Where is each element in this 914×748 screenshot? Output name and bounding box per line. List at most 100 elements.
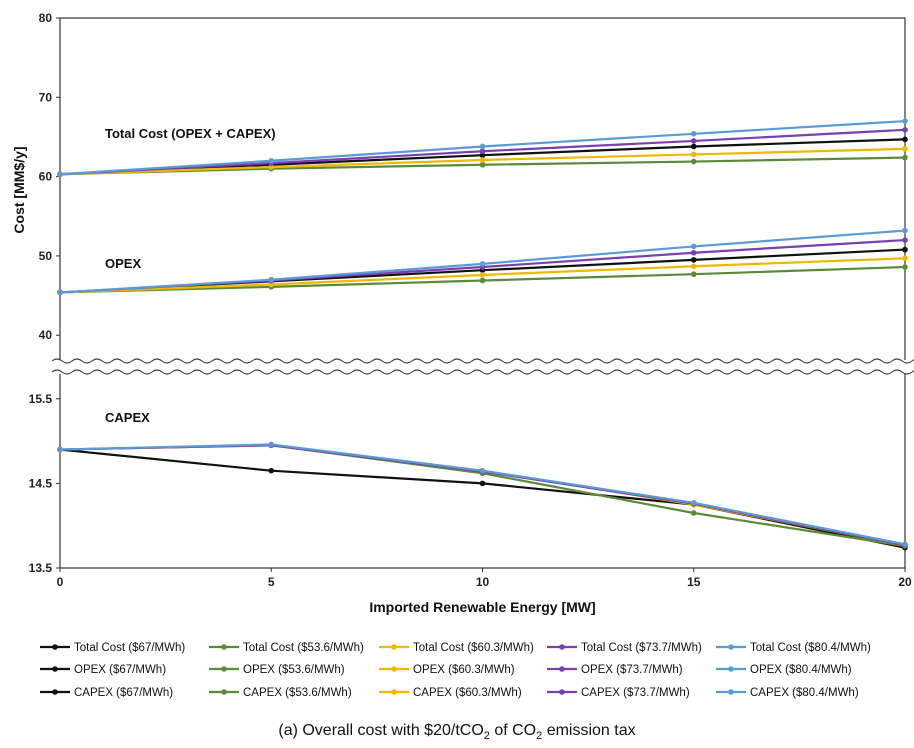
data-point [690,138,697,144]
x-tick-label: 15 [687,575,701,589]
data-point [268,164,275,170]
legend-entry-label: CAPEX ($67/MWh) [74,687,173,699]
legend-entry-label: CAPEX ($73.7/MWh) [581,687,690,699]
x-tick-label: 10 [476,575,490,589]
legend-entry-label: Total Cost ($53.6/MWh) [243,642,364,654]
data-point [690,510,697,516]
legend-swatch-marker [728,644,734,650]
legend-entry-label: CAPEX ($80.4/MWh) [750,687,859,699]
data-point [690,151,697,158]
series-line-10 [59,448,906,549]
data-point [690,130,697,137]
data-point [479,467,486,474]
y-tick-label: 50 [39,249,53,263]
data-point [902,541,908,548]
data-point [479,272,486,278]
data-point [57,446,63,453]
axis-break-line-bottom [51,369,914,375]
caption-subscript-2: 2 [536,730,543,743]
legend-entry-label: CAPEX ($53.6/MWh) [243,687,352,699]
data-point [902,264,908,270]
series-line-13 [59,444,906,547]
y-tick-label: 15.5 [29,392,53,406]
data-point [268,467,275,474]
data-point [902,255,908,262]
data-point [690,249,697,256]
legend-swatch-marker [391,666,397,672]
legend-entry-label: OPEX ($73.7/MWh) [581,664,683,676]
data-point [268,276,275,283]
data-point [690,257,697,263]
data-point [902,146,908,152]
y-tick-label: 60 [39,170,53,184]
legend-entry-label: OPEX ($67/MWh) [74,664,166,676]
data-point [268,441,275,448]
data-point [690,271,697,277]
data-point [268,157,275,164]
legend-swatch-marker [221,689,227,695]
legend-swatch-marker [391,689,397,695]
data-point [902,227,908,234]
data-point [902,237,908,243]
data-point [479,143,486,150]
data-point [479,277,486,284]
y-tick-label: 70 [39,90,53,104]
y-axis-label: Cost [MM$/y] [11,146,27,233]
legend-entry-label: Total Cost ($60.3/MWh) [413,642,534,654]
data-point [690,243,697,250]
data-point [902,246,908,253]
data-point [690,143,697,150]
y-tick-label: 80 [39,11,53,25]
data-point [479,152,486,159]
y-tick-label: 14.5 [29,476,53,490]
legend-entry-label: Total Cost ($67/MWh) [74,642,185,654]
legend-swatch-marker [559,644,565,650]
x-tick-label: 5 [268,575,275,589]
legend-swatch-marker [52,666,58,672]
x-tick-label: 0 [57,575,64,589]
data-point [902,154,908,161]
caption-suffix: emission tax [542,722,636,739]
legend-entry-label: CAPEX ($60.3/MWh) [413,687,522,699]
legend-swatch-marker [221,666,227,672]
legend-swatch-marker [52,644,58,650]
legend-swatch-marker [728,666,734,672]
group-label-total-cost: Total Cost (OPEX + CAPEX) [105,126,276,141]
y-tick-label: 40 [39,328,53,342]
data-point [690,500,697,506]
caption-subscript-1: 2 [483,730,490,743]
legend-entry-label: Total Cost ($73.7/MWh) [581,642,702,654]
data-point [902,127,908,133]
legend-swatch-marker [728,689,734,695]
series-line-14 [59,443,906,546]
legend-swatch-marker [559,689,565,695]
data-point [57,171,63,178]
series-line-12 [59,444,906,547]
data-point [479,480,486,487]
figure-caption: (a) Overall cost with $20/tCO2 of CO2 em… [0,722,914,742]
caption-prefix: (a) Overall cost with $20/tCO [278,722,484,739]
legend-entry-label: OPEX ($53.6/MWh) [243,664,345,676]
axis-break-line-top [51,358,914,364]
y-tick-label: 13.5 [29,561,53,575]
legend-swatch-marker [559,666,565,672]
data-point [690,158,697,165]
data-point [57,289,63,296]
data-point [902,136,908,143]
legend-entry-label: OPEX ($80.4/MWh) [750,664,852,676]
cost-line-chart: 40 50 60 70 80 13.5 14.5 15.5 0 5 10 15 20 Imported R… [11,11,914,699]
legend-swatch-marker [221,644,227,650]
data-point [479,161,486,168]
x-tick-label: 20 [898,575,912,589]
legend-swatch-marker [52,689,58,695]
data-point [479,148,486,155]
group-label-capex: CAPEX [105,410,150,425]
legend-swatch-marker [391,644,397,650]
data-point [902,118,908,124]
data-point [268,281,275,288]
data-point [479,157,486,163]
group-label-opex: OPEX [105,256,141,271]
x-axis-label: Imported Renewable Energy [MW] [369,599,595,615]
legend-entry-label: OPEX ($60.3/MWh) [413,664,515,676]
series-line-11 [59,444,906,548]
